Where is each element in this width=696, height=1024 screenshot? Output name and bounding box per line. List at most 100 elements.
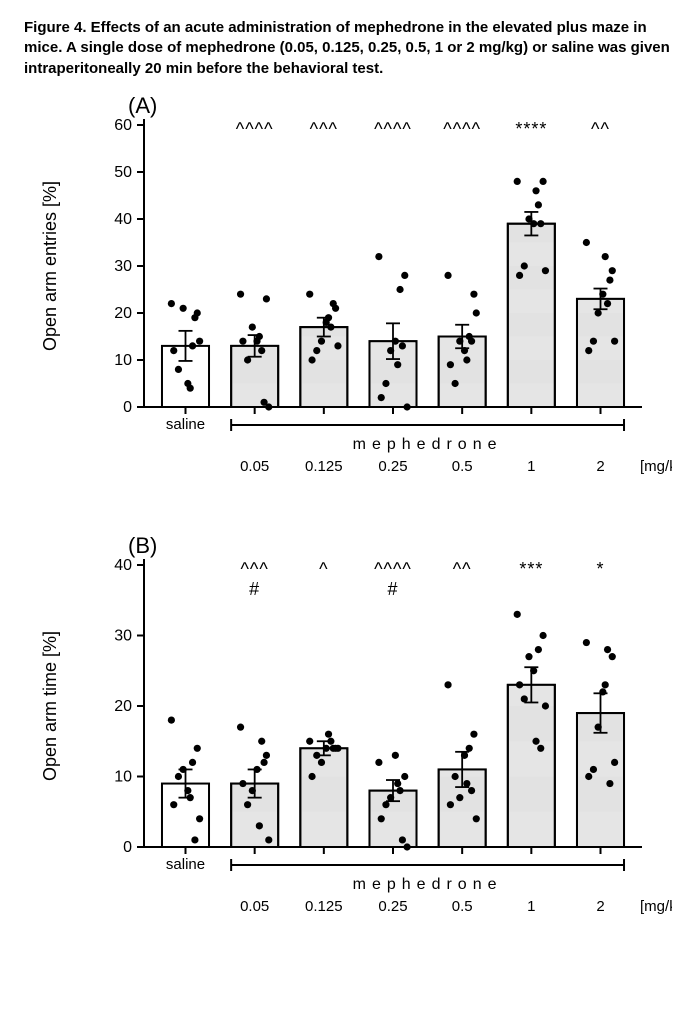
data-point	[525, 653, 532, 660]
data-point	[263, 752, 270, 759]
data-point	[473, 815, 480, 822]
data-point	[375, 253, 382, 260]
data-point	[318, 337, 325, 344]
y-tick-label: 50	[114, 164, 132, 181]
data-point	[237, 290, 244, 297]
y-tick-label: 20	[114, 698, 132, 715]
y-tick-label: 10	[114, 352, 132, 369]
data-point	[258, 347, 265, 354]
data-point	[463, 780, 470, 787]
y-tick-label: 30	[114, 627, 132, 644]
significance-marker-2: #	[387, 579, 398, 599]
significance-marker: *	[596, 559, 604, 579]
data-point	[168, 300, 175, 307]
data-point	[452, 773, 459, 780]
dose-label: 0.125	[305, 458, 343, 475]
treatment-label: mephedrone	[353, 436, 503, 453]
data-point	[244, 801, 251, 808]
data-point	[170, 347, 177, 354]
dose-label: 1	[527, 898, 535, 915]
data-point	[521, 262, 528, 269]
y-axis-title: Open arm entries [%]	[40, 181, 60, 351]
chart-a: ^^^^^^^^^^^^^^^****^^0102030405060Open a…	[24, 97, 672, 497]
data-point	[461, 347, 468, 354]
data-point	[514, 611, 521, 618]
data-point	[168, 716, 175, 723]
data-point	[330, 744, 337, 751]
significance-marker: ^^^	[240, 559, 268, 579]
bar-stripe	[509, 242, 553, 266]
y-axis-title: Open arm time [%]	[40, 631, 60, 781]
y-tick-label: 30	[114, 258, 132, 275]
data-point	[325, 730, 332, 737]
data-point	[470, 290, 477, 297]
data-point	[461, 752, 468, 759]
y-tick-label: 20	[114, 305, 132, 322]
data-point	[401, 773, 408, 780]
dose-label: 2	[596, 458, 604, 475]
data-point	[196, 337, 203, 344]
data-point	[196, 815, 203, 822]
data-point	[392, 337, 399, 344]
bar-stripe	[509, 812, 553, 847]
data-point	[191, 314, 198, 321]
y-tick-label: 0	[123, 399, 132, 416]
dose-label: 0.05	[240, 458, 269, 475]
data-point	[180, 304, 187, 311]
data-point	[606, 780, 613, 787]
data-point	[604, 646, 611, 653]
y-tick-label: 0	[123, 839, 132, 856]
data-point	[583, 639, 590, 646]
dose-label: 0.5	[452, 898, 473, 915]
y-tick-label: 10	[114, 768, 132, 785]
data-point	[452, 380, 459, 387]
data-point	[539, 632, 546, 639]
data-point	[180, 766, 187, 773]
bar-stripe	[509, 289, 553, 313]
data-point	[521, 695, 528, 702]
data-point	[334, 342, 341, 349]
figure-caption: Figure 4. Effects of an acute administra…	[24, 18, 672, 79]
data-point	[323, 744, 330, 751]
data-point	[399, 836, 406, 843]
data-point	[175, 366, 182, 373]
bar-stripe	[302, 812, 346, 847]
data-point	[473, 309, 480, 316]
data-point	[308, 356, 315, 363]
significance-marker: ****	[515, 119, 547, 139]
bar-stripe	[509, 336, 553, 360]
x-category-saline: saline	[166, 856, 205, 873]
data-point	[595, 309, 602, 316]
data-point	[585, 347, 592, 354]
data-point	[542, 267, 549, 274]
dose-label: 0.25	[378, 898, 407, 915]
data-point	[542, 702, 549, 709]
data-point	[444, 272, 451, 279]
significance-marker: ^^^^	[374, 559, 412, 579]
significance-marker: ***	[519, 559, 543, 579]
unit-label: [mg/kg]	[640, 458, 672, 475]
data-point	[313, 752, 320, 759]
data-point	[249, 787, 256, 794]
data-point	[463, 356, 470, 363]
data-point	[249, 323, 256, 330]
data-point	[447, 361, 454, 368]
data-point	[583, 239, 590, 246]
data-point	[387, 347, 394, 354]
data-point	[382, 801, 389, 808]
significance-marker: ^^^^	[443, 119, 481, 139]
data-point	[585, 773, 592, 780]
data-point	[525, 215, 532, 222]
significance-marker: ^^^^	[236, 119, 274, 139]
data-point	[256, 333, 263, 340]
data-point	[602, 681, 609, 688]
data-point	[239, 337, 246, 344]
data-point	[466, 744, 473, 751]
data-point	[609, 653, 616, 660]
dose-label: 0.25	[378, 458, 407, 475]
data-point	[456, 337, 463, 344]
significance-marker: ^	[319, 559, 328, 579]
data-point	[599, 290, 606, 297]
dose-label: 0.5	[452, 458, 473, 475]
data-point	[308, 773, 315, 780]
